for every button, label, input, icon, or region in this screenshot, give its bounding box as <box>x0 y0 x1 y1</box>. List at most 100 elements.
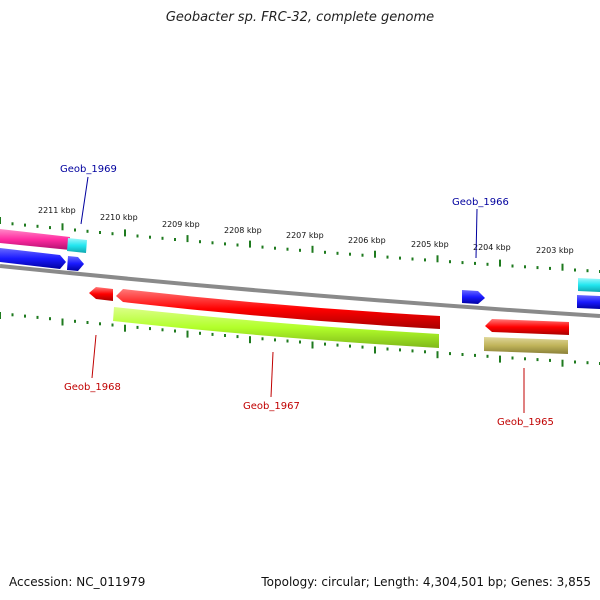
tick-label-2205: 2205 kbp <box>411 240 449 249</box>
bottom-ruler-tick <box>311 341 314 349</box>
genome-backbone <box>0 264 600 318</box>
bottom-ruler-tick <box>549 358 551 362</box>
tick-label-2209: 2209 kbp <box>162 220 200 229</box>
top-ruler-tick <box>236 243 239 247</box>
top-ruler-tick <box>249 240 251 248</box>
bottom-ruler-tick <box>324 342 326 346</box>
map-title: Geobacter sp. FRC-32, complete genome <box>165 10 435 25</box>
bottom-ruler-tick <box>524 357 526 361</box>
top-ruler-tick <box>49 226 51 230</box>
bottom-ruler-tick <box>374 346 376 354</box>
label-geob-1967[interactable]: Geob_1967 <box>243 401 300 412</box>
top-ruler-tick <box>74 228 76 232</box>
leader-lines <box>80 176 525 413</box>
top-ruler-tick <box>474 261 476 265</box>
bottom-ruler-tick <box>174 329 176 333</box>
bottom-ruler-tick <box>399 348 401 352</box>
bottom-ruler-tick <box>424 350 426 354</box>
gene-geob-1965-partner-khaki[interactable] <box>484 337 568 354</box>
bottom-ruler-tick <box>74 319 76 323</box>
top-ruler-tick <box>424 258 426 262</box>
top-ruler-tick <box>586 269 589 273</box>
bottom-ruler-tick <box>336 343 339 347</box>
bottom-ruler-tick <box>211 332 214 336</box>
top-ruler-tick <box>161 236 164 240</box>
bottom-ruler-tick <box>461 353 464 356</box>
tick-label-2207: 2207 kbp <box>286 231 324 240</box>
gene-cds-blue-left-short[interactable] <box>67 256 84 271</box>
bottom-ruler-tick <box>349 344 351 348</box>
bottom-ruler-tick <box>111 323 114 327</box>
top-ruler-tick <box>299 248 301 252</box>
gene-cds-blue-right[interactable] <box>577 295 600 309</box>
gene-cds-blue-left-long[interactable] <box>0 248 66 269</box>
top-ruler-tick <box>411 257 414 261</box>
top-ruler-tick <box>11 222 14 226</box>
bottom-ruler-tick <box>586 361 589 365</box>
top-ruler-tick <box>461 261 464 265</box>
top-ruler-tick <box>61 223 64 231</box>
bottom-ruler-tick <box>136 325 139 329</box>
bottom-ruler-tick <box>186 330 189 338</box>
gene-cds-cyan-right[interactable] <box>578 278 600 292</box>
bottom-ruler-tick <box>274 338 276 342</box>
bottom-ruler-tick <box>449 352 451 356</box>
bottom-ruler-tick <box>474 353 476 357</box>
bottom-ruler-tick <box>261 337 264 341</box>
label-geob-1965[interactable]: Geob_1965 <box>497 417 554 428</box>
top-ruler <box>0 217 600 273</box>
label-geob-1966[interactable]: Geob_1966 <box>452 197 509 208</box>
gene-geob-1965-red[interactable] <box>485 319 569 335</box>
gene-geob-1966-blue[interactable] <box>462 290 485 304</box>
top-ruler-tick <box>436 255 439 263</box>
top-ruler-tick <box>0 217 1 224</box>
tick-label-2208: 2208 kbp <box>224 226 262 235</box>
gene-geob-1967-partner-yellowgreen[interactable] <box>113 307 439 348</box>
bottom-ruler-tick <box>36 315 39 319</box>
tick-label-2211: 2211 kbp <box>38 206 76 215</box>
bottom-ruler-tick <box>411 349 414 353</box>
top-ruler-tick <box>86 229 89 233</box>
bottom-ruler-tick <box>436 351 439 359</box>
gene-geob-1969-cyan[interactable] <box>67 238 87 253</box>
bottom-ruler-tick <box>299 340 301 344</box>
gene-geob-1967-red[interactable] <box>116 289 440 329</box>
top-ruler-tick <box>336 251 339 255</box>
leader-geob-1966 <box>475 208 478 259</box>
gene-geob-1968-red[interactable] <box>89 287 113 301</box>
label-geob-1968[interactable]: Geob_1968 <box>64 382 121 393</box>
ruler-labels: 2211 kbp 2210 kbp 2209 kbp 2208 kbp 2207… <box>38 206 574 255</box>
top-ruler-tick <box>386 255 389 259</box>
bottom-ruler-tick <box>11 313 14 317</box>
tick-label-2210: 2210 kbp <box>100 213 138 222</box>
top-ruler-tick <box>261 245 264 249</box>
tick-label-2206: 2206 kbp <box>348 236 386 245</box>
label-geob-1969[interactable]: Geob_1969 <box>60 164 117 175</box>
top-ruler-tick <box>224 242 226 246</box>
bottom-ruler-tick <box>0 312 1 319</box>
top-ruler-tick <box>449 260 451 264</box>
bottom-ruler-tick <box>561 359 564 367</box>
bottom-ruler-tick <box>199 331 201 335</box>
bottom-ruler-tick <box>511 356 514 360</box>
top-ruler-tick <box>99 231 101 234</box>
top-ruler-tick <box>286 247 289 251</box>
bottom-ruler-tick <box>99 322 101 326</box>
top-ruler-tick <box>149 235 151 239</box>
top-ruler-tick <box>374 250 376 258</box>
bottom-ruler-tick <box>361 345 364 349</box>
bottom-ruler <box>0 312 600 367</box>
bottom-ruler-tick <box>386 347 389 351</box>
leader-geob-1967 <box>270 351 274 398</box>
top-ruler-tick <box>524 265 526 269</box>
tick-label-2204: 2204 kbp <box>473 243 511 252</box>
top-ruler-tick <box>574 268 576 272</box>
accession-text: Accession: NC_011979 <box>9 575 146 589</box>
top-ruler-tick <box>399 256 401 260</box>
top-ruler-tick <box>499 259 501 267</box>
top-ruler-tick <box>349 252 351 256</box>
gene-geob-1970-pink[interactable] <box>0 229 70 250</box>
top-ruler-tick <box>186 235 189 243</box>
